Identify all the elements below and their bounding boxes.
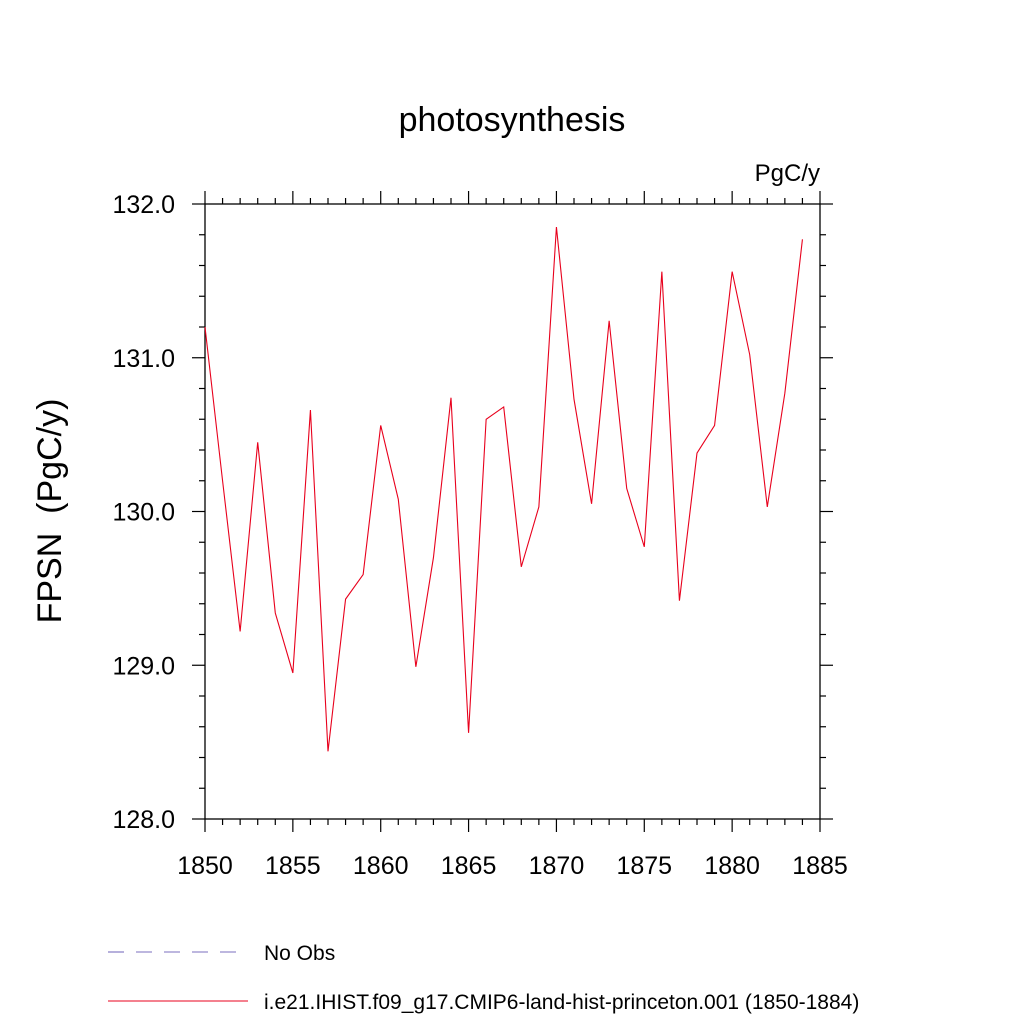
x-tick-label: 1880 xyxy=(704,852,760,880)
x-tick-labels: 1850 1855 1860 1865 1870 1875 1880 1885 xyxy=(177,852,848,880)
y-tick-label: 132.0 xyxy=(112,191,175,219)
y-tick-label: 131.0 xyxy=(112,345,175,373)
x-tick-label: 1870 xyxy=(529,852,585,880)
x-tick-label: 1860 xyxy=(353,852,409,880)
legend: No Obs i.e21.IHIST.f09_g17.CMIP6-land-his… xyxy=(108,942,859,1014)
y-axis-label: FPSN (PgC/y) xyxy=(31,399,69,624)
y-tick-label: 129.0 xyxy=(112,652,175,680)
series-lines xyxy=(204,227,803,752)
tick-marks xyxy=(192,191,833,832)
x-tick-label: 1850 xyxy=(177,852,233,880)
chart-title: photosynthesis xyxy=(399,101,626,139)
units-label: PgC/y xyxy=(755,160,820,187)
x-tick-label: 1885 xyxy=(792,852,848,880)
x-tick-label: 1875 xyxy=(616,852,672,880)
legend-label-1: i.e21.IHIST.f09_g17.CMIP6-land-hist-prin… xyxy=(264,991,859,1014)
y-tick-label: 128.0 xyxy=(112,806,175,834)
x-tick-label: 1865 xyxy=(441,852,497,880)
axes xyxy=(204,203,821,820)
series-line-1 xyxy=(204,227,803,752)
x-tick-label: 1855 xyxy=(265,852,321,880)
plot-frame xyxy=(204,203,821,820)
legend-label-0: No Obs xyxy=(264,942,335,965)
y-tick-labels: 128.0 129.0 130.0 131.0 132.0 xyxy=(112,191,175,834)
y-tick-label: 130.0 xyxy=(112,499,175,527)
